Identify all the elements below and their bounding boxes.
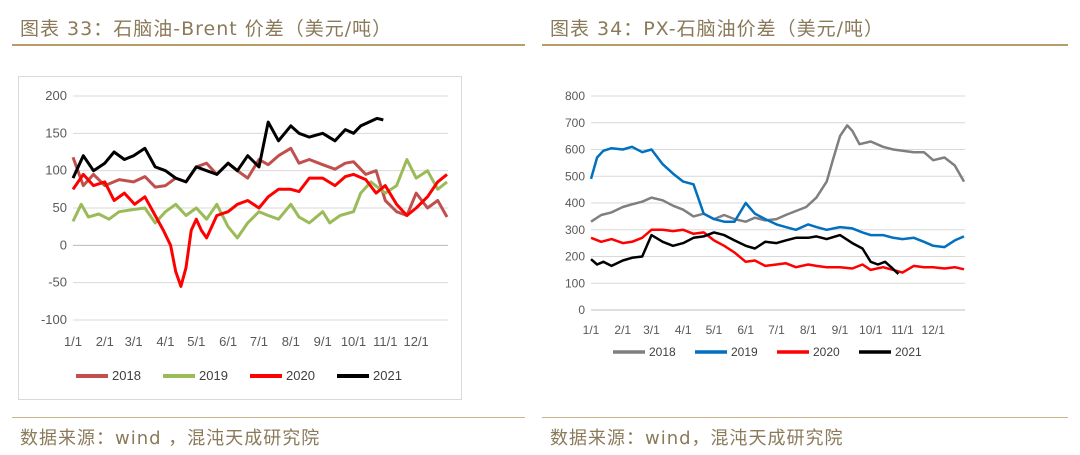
right-chart-panel: 0 100 200 300 400 500 600 700 800 1/1 2/1 3/1 4/1 5/1… — [545, 76, 975, 400]
left-x-tick-label: 3/1 — [125, 334, 143, 349]
left-x-tick-label: 10/1 — [341, 334, 366, 349]
left-title-rule — [12, 44, 525, 46]
figure-33-caption: 图表 33：石脑油-Brent 价差（美元/吨） — [20, 18, 393, 40]
left-x-tick-label: 7/1 — [250, 334, 268, 349]
right-legend-label-2021: 2021 — [895, 345, 922, 359]
right-source-note: 数据来源：wind，混沌天成研究院 — [550, 428, 844, 449]
right-x-tick-label: 8/1 — [800, 323, 817, 337]
left-series-2019 — [71, 158, 448, 240]
left-x-tick-label: 12/1 — [403, 334, 428, 349]
left-y-tick-label: 200 — [45, 88, 67, 103]
left-x-tick-label: 5/1 — [187, 334, 205, 349]
right-x-tick-label: 2/1 — [614, 323, 631, 337]
left-x-tick-label: 2/1 — [96, 334, 114, 349]
right-series-2021 — [590, 231, 900, 275]
right-x-tick-label: 4/1 — [675, 323, 692, 337]
left-x-tick-label: 8/1 — [282, 334, 300, 349]
right-series-2020 — [590, 228, 965, 274]
left-x-tick-label: 4/1 — [156, 334, 174, 349]
left-x-tick-label: 6/1 — [219, 334, 237, 349]
left-x-tick-label: 9/1 — [314, 334, 332, 349]
right-x-tick-label: 6/1 — [737, 323, 754, 337]
left-y-tick-label: -100 — [41, 312, 67, 327]
right-legend-label-2020: 2020 — [813, 345, 840, 359]
left-y-tick-label: 100 — [45, 163, 67, 178]
left-legend-label-2019: 2019 — [199, 368, 228, 383]
right-y-tick-label: 600 — [565, 143, 585, 157]
left-source-rule — [12, 417, 525, 418]
left-y-tick-label: 50 — [53, 200, 67, 215]
right-y-tick-label: 300 — [565, 223, 585, 237]
left-series-2018 — [71, 146, 449, 218]
left-x-tick-label: 11/1 — [373, 334, 397, 349]
right-x-tick-label: 10/1 — [859, 323, 883, 337]
left-y-tick-label: -50 — [48, 275, 67, 290]
right-y-tick-label: 0 — [578, 303, 585, 317]
right-series-2019 — [589, 145, 965, 249]
right-y-tick-label: 800 — [565, 89, 585, 103]
left-series-2021 — [71, 116, 384, 184]
right-y-tick-label: 100 — [565, 276, 585, 290]
left-y-tick-label: 150 — [45, 125, 67, 140]
left-legend-label-2021: 2021 — [373, 368, 402, 383]
right-x-tick-label: 3/1 — [643, 323, 660, 337]
right-y-tick-label: 400 — [565, 196, 585, 210]
right-source-rule — [542, 417, 1068, 418]
left-legend-label-2018: 2018 — [112, 368, 141, 383]
right-x-tick-label: 5/1 — [706, 323, 723, 337]
left-y-tick-label: 0 — [60, 237, 67, 252]
left-series-2020 — [71, 172, 448, 288]
right-y-tick-label: 700 — [565, 116, 585, 130]
right-legend-label-2019: 2019 — [731, 345, 758, 359]
right-x-tick-label: 7/1 — [768, 323, 785, 337]
right-series-2018 — [590, 124, 966, 223]
right-title-rule — [542, 44, 1068, 46]
right-x-tick-label: 11/1 — [891, 323, 914, 337]
figure-34-caption: 图表 34：PX-石脑油价差（美元/吨） — [550, 18, 885, 40]
px-naphtha-spread-chart: 0 100 200 300 400 500 600 700 800 1/1 2/1 3/1 4/1 5/1… — [565, 89, 966, 359]
left-frame — [18, 76, 462, 400]
right-x-tick-label: 9/1 — [832, 323, 849, 337]
naphtha-brent-spread-chart: -100 -50 0 50 100 150 200 1/1 2/1 3/1 4/1 5/1 6/1 7/1… — [18, 76, 462, 400]
left-x-tick-label: 1/1 — [64, 334, 82, 349]
right-y-tick-label: 500 — [565, 169, 585, 183]
right-y-tick-label: 200 — [565, 250, 585, 264]
right-x-tick-label: 1/1 — [583, 323, 600, 337]
right-legend-label-2018: 2018 — [649, 345, 676, 359]
left-chart-panel: -100 -50 0 50 100 150 200 1/1 2/1 3/1 4/1 5/1 6/1 7/1… — [18, 76, 462, 400]
left-source-note: 数据来源：wind ，混沌天成研究院 — [20, 428, 321, 449]
right-x-tick-label: 12/1 — [922, 323, 946, 337]
left-legend-label-2020: 2020 — [286, 368, 315, 383]
